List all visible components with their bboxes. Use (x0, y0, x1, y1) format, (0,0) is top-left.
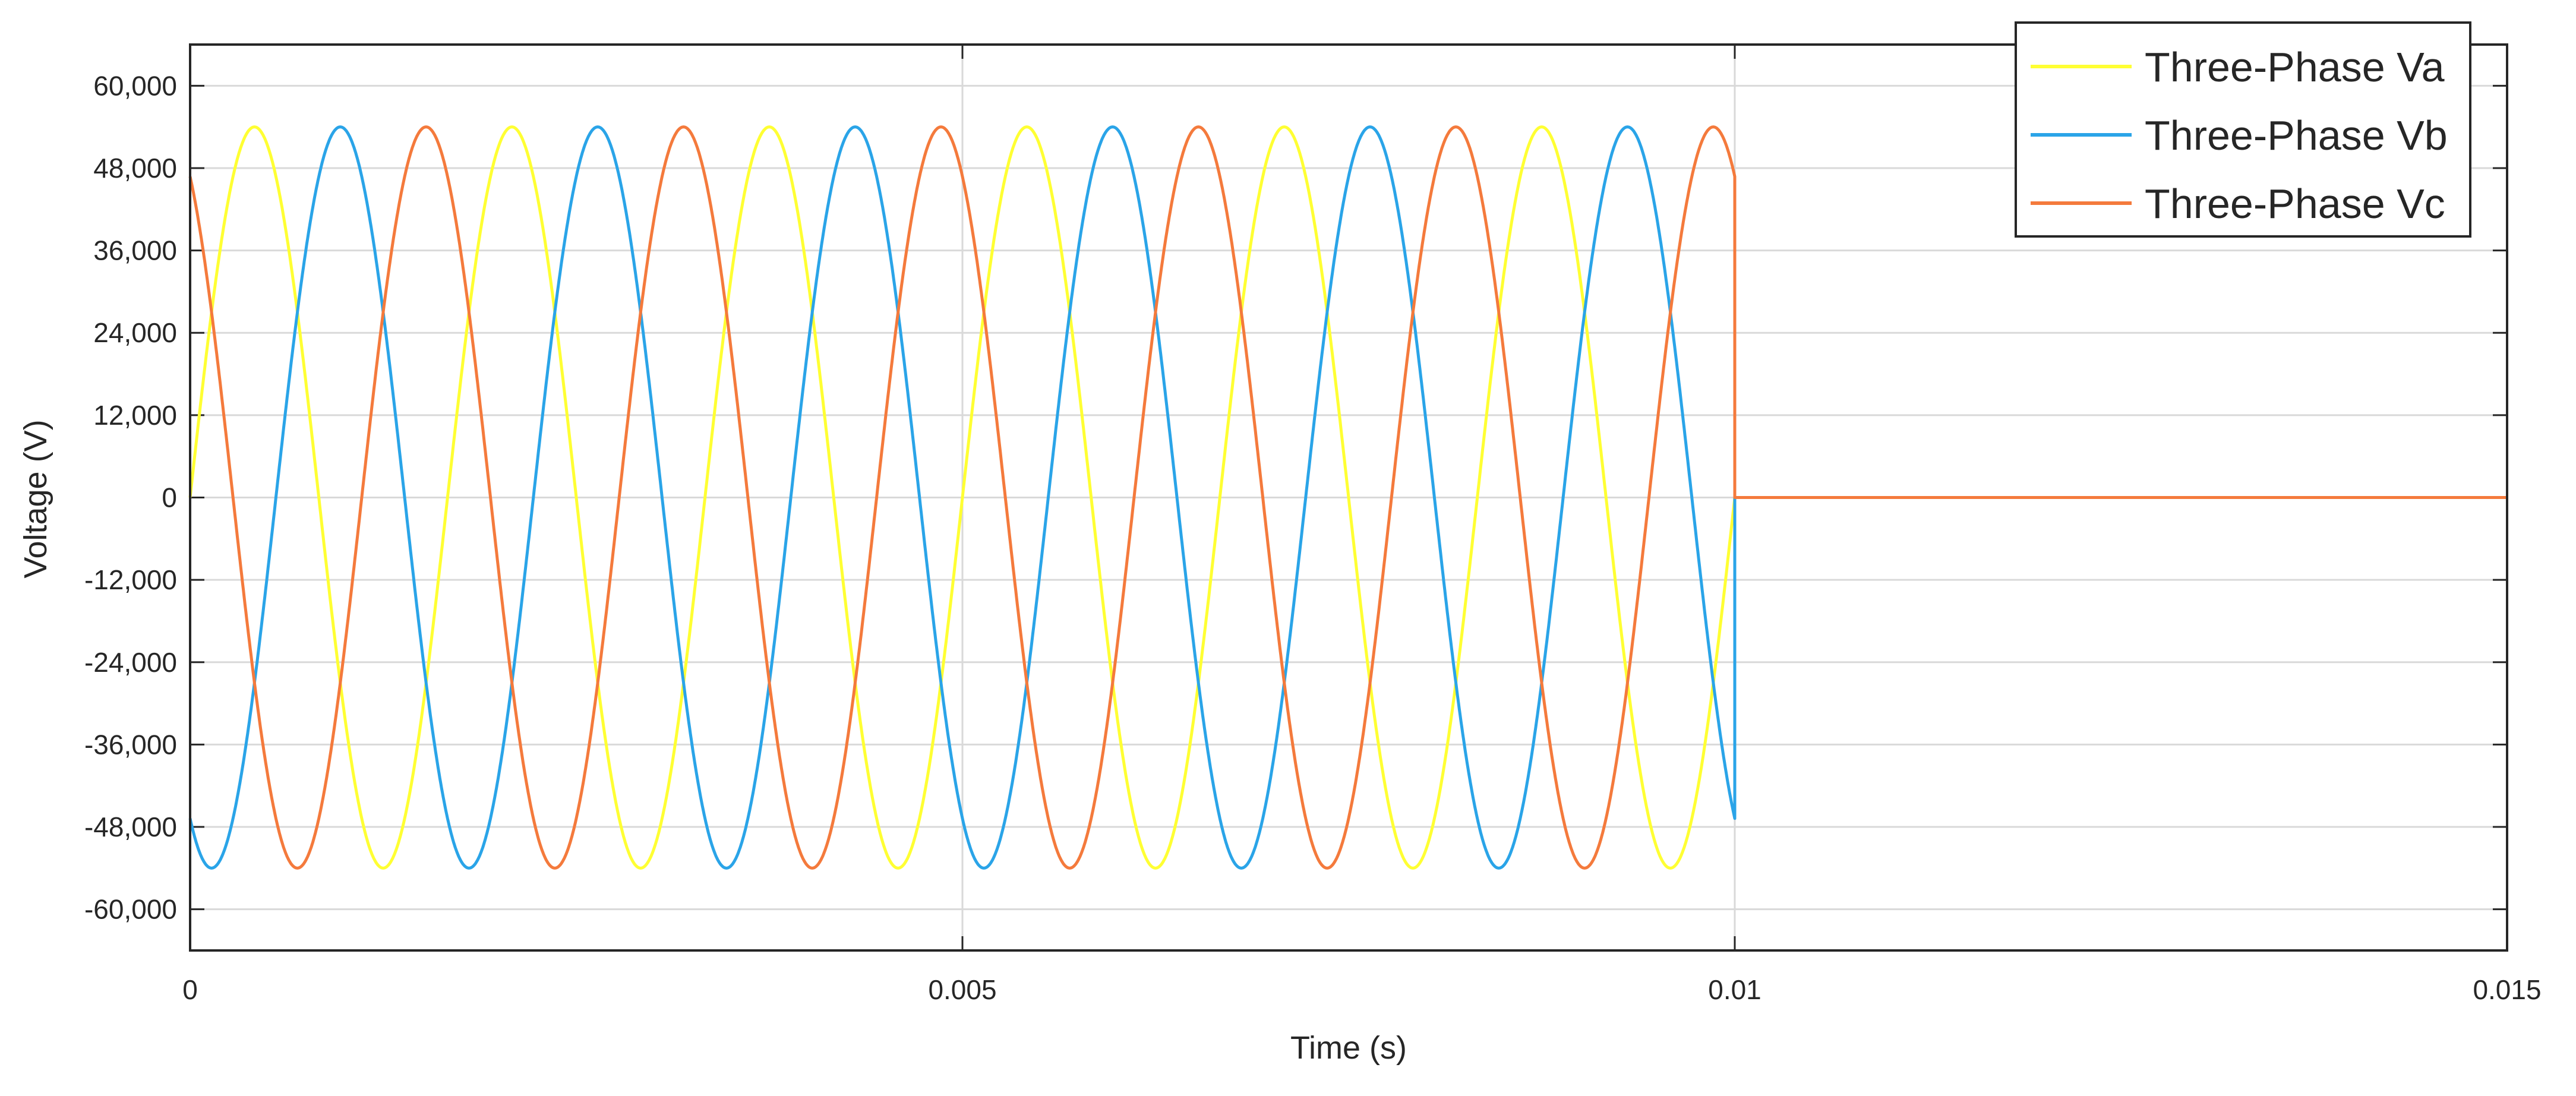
y-tick-label: -36,000 (84, 729, 177, 760)
legend-items: Three-Phase Va Three-Phase Vb Three-Phase … (2031, 44, 2448, 227)
series-lines (188, 125, 2507, 870)
y-tick-label: 12,000 (93, 400, 177, 431)
y-tick-labels: 60,000 48,000 36,000 24,000 12,000 0 -12,000 -2… (84, 70, 177, 924)
y-tick-label: 0 (162, 482, 177, 513)
legend-box (2015, 21, 2471, 238)
y-tick-label: -48,000 (84, 811, 177, 842)
y-tick-label: -24,000 (84, 647, 177, 678)
plot-frame (189, 43, 2508, 952)
legend-label-3: Three-Phase Vc (2145, 181, 2445, 227)
y-tick-label: 24,000 (93, 317, 177, 348)
y-tick-label: -60,000 (84, 894, 177, 925)
series-line-1 (188, 125, 2507, 870)
x-tick-label: 0.005 (928, 974, 996, 1005)
y-tick-label: 48,000 (93, 153, 177, 184)
x-tick-label: 0.01 (1708, 974, 1761, 1005)
y-tick-label: 60,000 (93, 70, 177, 101)
series-line-3 (188, 125, 2507, 870)
y-axis-label: Voltage (V) (18, 419, 53, 578)
legend: Three-Phase Va Three-Phase Vb Three-Phase … (2015, 21, 2471, 238)
x-tick-labels: 0 0.005 0.01 0.015 (182, 974, 2541, 1005)
legend-label-2: Three-Phase Vb (2145, 112, 2448, 159)
legend-label-1: Three-Phase Va (2145, 44, 2445, 90)
series-line-2 (188, 125, 2507, 870)
y-tick-label: -12,000 (84, 564, 177, 595)
x-tick-label: 0.015 (2473, 974, 2541, 1005)
x-tick-label: 0 (182, 974, 198, 1005)
x-axis-label: Time (s) (1290, 1030, 1407, 1066)
y-tick-label: 36,000 (93, 235, 177, 266)
